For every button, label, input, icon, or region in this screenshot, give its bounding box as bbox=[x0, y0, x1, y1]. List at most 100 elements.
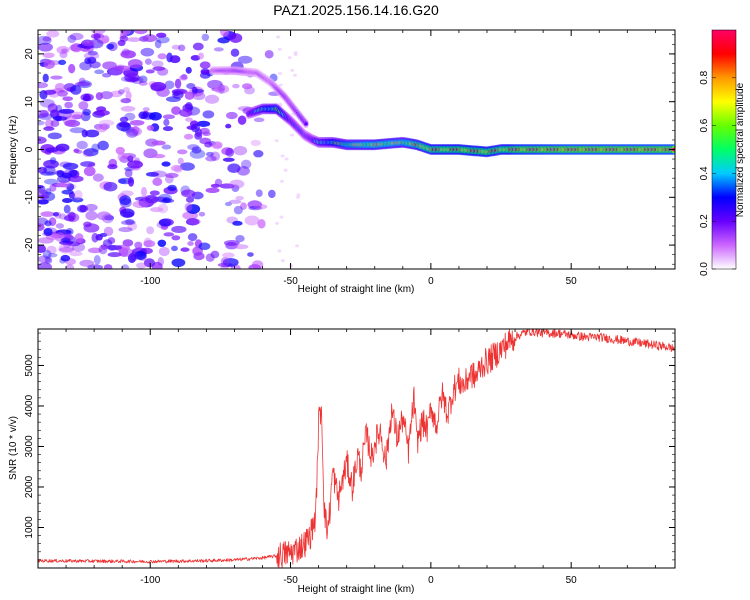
spectrogram-noise-blob bbox=[157, 193, 173, 204]
spectrogram-noise-blob bbox=[237, 115, 247, 125]
spectrogram-noise-layer bbox=[38, 30, 301, 269]
spectrogram-noise-blob bbox=[186, 218, 201, 226]
spectrogram-noise-blob bbox=[72, 242, 86, 252]
spectrogram-noise-blob bbox=[165, 172, 179, 179]
spectrogram-noise-blob bbox=[210, 183, 221, 188]
spectrogram-noise-blob bbox=[229, 33, 243, 43]
spectrogram-noise-blob bbox=[56, 46, 70, 55]
spectrogram-noise-blob bbox=[192, 42, 204, 51]
spectrogram-noise-blob bbox=[40, 211, 55, 217]
y-tick-label: -10 bbox=[24, 190, 35, 205]
spectrogram-noise-blob bbox=[54, 211, 62, 219]
spectrogram-noise-blob bbox=[126, 126, 143, 137]
spectrogram-noise-blob bbox=[225, 147, 235, 157]
spectrogram-noise-blob bbox=[193, 252, 205, 261]
y-tick-label: 5000 bbox=[24, 354, 35, 377]
spectrogram-noise-blob bbox=[98, 244, 108, 255]
spectrogram-noise-blob bbox=[183, 133, 194, 140]
spectrogram-noise-blob bbox=[84, 129, 100, 138]
spectrogram-noise-blob bbox=[241, 83, 253, 90]
spectrogram-noise-blob bbox=[210, 151, 221, 161]
spectrogram-noise-blob bbox=[127, 221, 138, 231]
spectrogram-noise-blob bbox=[69, 127, 86, 134]
spectrogram-noise-blob bbox=[214, 84, 230, 94]
spectrogram-noise-blob bbox=[64, 232, 71, 239]
spectrogram-noise-blob bbox=[120, 30, 132, 35]
x-tick-label: -50 bbox=[283, 575, 298, 586]
y-tick-label: 2000 bbox=[24, 475, 35, 498]
spectrogram-noise-blob bbox=[164, 80, 175, 90]
spectrogram-noise-blob bbox=[59, 51, 68, 59]
spectrogram-noise-blob bbox=[38, 136, 47, 144]
spectrogram-noise-blob bbox=[127, 160, 143, 169]
spectrogram-noise-blob bbox=[54, 83, 65, 91]
spectrogram-noise-blob bbox=[163, 118, 170, 127]
spectrogram-noise-blob bbox=[145, 195, 159, 204]
spectrogram-noise-blob bbox=[120, 98, 132, 104]
spectrogram-noise-blob bbox=[205, 187, 220, 194]
spectrogram-noise-blob bbox=[67, 34, 77, 44]
spectrogram-noise-blob bbox=[38, 120, 45, 126]
spectrogram-noise-blob bbox=[64, 101, 73, 109]
colorbar-label: Normalized spectral amplitude bbox=[735, 82, 746, 217]
spectrogram-noise-blob bbox=[248, 205, 262, 211]
spectrogram-noise-blob bbox=[177, 149, 188, 155]
spectrogram-noise-blob bbox=[93, 255, 101, 265]
spectrogram-noise-blob bbox=[55, 143, 70, 152]
spectrogram-noise-blob bbox=[181, 189, 196, 198]
spectrogram-noise-blob bbox=[103, 226, 114, 237]
spectrogram-noise-blob bbox=[157, 239, 167, 248]
spectrogram-noise-blob bbox=[171, 235, 181, 241]
spectrogram-noise-blob bbox=[82, 108, 91, 116]
spectrogram-noise-blob bbox=[62, 162, 79, 170]
spectrogram-noise-blob bbox=[47, 132, 62, 140]
spectrogram-noise-blob bbox=[179, 74, 188, 81]
spectrogram-noise-blob bbox=[253, 203, 268, 210]
spectrogram-noise-blob bbox=[171, 245, 178, 252]
x-tick-label: 50 bbox=[566, 575, 578, 586]
spectrogram-noise-blob bbox=[56, 90, 68, 97]
spectrogram-noise-blob bbox=[103, 264, 113, 269]
spectrogram-noise-blob bbox=[138, 81, 148, 86]
spectrogram-noise-blob bbox=[197, 52, 204, 60]
spectrogram-noise-blob bbox=[196, 120, 211, 127]
spectrogram-noise-blob bbox=[274, 139, 279, 143]
spectrogram-noise-blob bbox=[202, 131, 211, 137]
spectrogram-noise-blob bbox=[247, 200, 263, 209]
spectrogram-noise-blob bbox=[100, 91, 114, 100]
spectrogram-noise-blob bbox=[230, 48, 240, 57]
spectrogram-noise-blob bbox=[91, 30, 106, 35]
spectrogram-noise-blob bbox=[52, 212, 60, 217]
spectrogram-noise-blob bbox=[140, 47, 155, 57]
y-tick-label: 0 bbox=[24, 146, 35, 152]
spectrogram-noise-blob bbox=[276, 35, 281, 39]
spectrogram-noise-blob bbox=[191, 146, 202, 154]
spectrogram-noise-blob bbox=[150, 81, 167, 92]
spectrogram-y-axis: -20 -10 0 10 20 bbox=[24, 34, 675, 265]
spectrogram-noise-blob bbox=[198, 211, 206, 217]
spectrogram-noise-blob bbox=[277, 249, 282, 253]
spectrogram-noise-blob bbox=[120, 264, 130, 269]
spectrogram-noise-blob bbox=[97, 140, 109, 151]
spectrogram-noise-blob bbox=[184, 91, 195, 100]
spectrogram-noise-blob bbox=[127, 176, 135, 187]
spectrogram-noise-blob bbox=[124, 77, 140, 82]
spectrogram-noise-blob bbox=[49, 183, 57, 192]
spectrogram-noise-blob bbox=[79, 259, 95, 267]
y-tick-label: 4000 bbox=[24, 394, 35, 417]
spectrogram-noise-blob bbox=[87, 50, 98, 56]
colorbar-tick-label: 0.4 bbox=[699, 166, 710, 180]
spectrogram-noise-blob bbox=[289, 133, 294, 137]
spectrogram-noise-blob bbox=[58, 59, 67, 66]
spectrogram-noise-blob bbox=[39, 98, 55, 108]
spectrogram-noise-blob bbox=[213, 47, 224, 52]
x-tick-label: -100 bbox=[140, 276, 160, 287]
spectrogram-noise-blob bbox=[68, 192, 76, 199]
snr-series-line bbox=[38, 329, 675, 568]
spectrogram-noise-blob bbox=[138, 75, 148, 84]
spectrogram-noise-blob bbox=[210, 250, 220, 259]
spectrogram-noise-blob bbox=[171, 106, 181, 115]
spectrogram-noise-blob bbox=[161, 161, 171, 167]
